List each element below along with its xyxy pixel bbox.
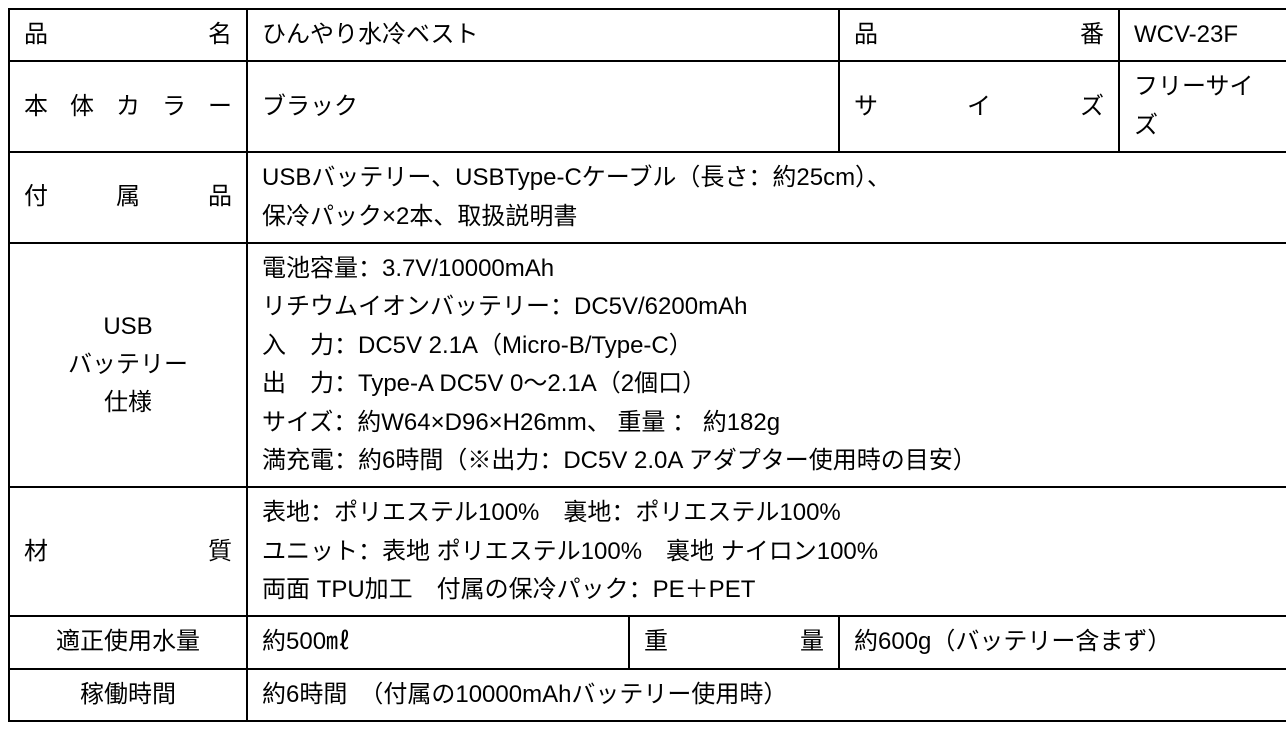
table-row: 適正使用水量 約500㎖ 重 量 約600g（バッテリー含まず） (9, 616, 1286, 668)
size-label: サ イ ズ (839, 61, 1119, 152)
weight-value: 約600g（バッテリー含まず） (839, 616, 1286, 668)
body-color-value: ブラック (247, 61, 839, 152)
product-number-label: 品 番 (839, 9, 1119, 61)
battery-spec-label: USB バッテリー 仕様 (9, 243, 247, 487)
accessories-value: USBバッテリー、USBType-Cケーブル（長さ：約25cm）、 保冷パック×… (247, 152, 1286, 243)
size-value: フリーサイズ (1119, 61, 1286, 152)
product-name-value: ひんやり水冷ベスト (247, 9, 839, 61)
material-label: 材 質 (9, 487, 247, 616)
battery-spec-value: 電池容量：3.7V/10000mAh リチウムイオンバッテリー：DC5V/620… (247, 243, 1286, 487)
body-color-label: 本体カラー (9, 61, 247, 152)
table-row: USB バッテリー 仕様 電池容量：3.7V/10000mAh リチウムイオンバ… (9, 243, 1286, 487)
table-row: 付 属 品 USBバッテリー、USBType-Cケーブル（長さ：約25cm）、 … (9, 152, 1286, 243)
weight-label: 重 量 (629, 616, 839, 668)
table-row: 品 名 ひんやり水冷ベスト 品 番 WCV-23F (9, 9, 1286, 61)
runtime-label: 稼働時間 (9, 669, 247, 721)
material-value: 表地：ポリエステル100% 裏地：ポリエステル100% ユニット：表地 ポリエス… (247, 487, 1286, 616)
runtime-value: 約6時間 （付属の10000mAhバッテリー使用時） (247, 669, 1286, 721)
product-name-label: 品 名 (9, 9, 247, 61)
spec-table: 品 名 ひんやり水冷ベスト 品 番 WCV-23F 本体カラー ブラック サ イ… (8, 8, 1286, 722)
water-label: 適正使用水量 (9, 616, 247, 668)
water-value: 約500㎖ (247, 616, 629, 668)
table-row: 本体カラー ブラック サ イ ズ フリーサイズ (9, 61, 1286, 152)
accessories-label: 付 属 品 (9, 152, 247, 243)
table-row: 材 質 表地：ポリエステル100% 裏地：ポリエステル100% ユニット：表地 … (9, 487, 1286, 616)
product-number-value: WCV-23F (1119, 9, 1286, 61)
table-row: 稼働時間 約6時間 （付属の10000mAhバッテリー使用時） (9, 669, 1286, 721)
